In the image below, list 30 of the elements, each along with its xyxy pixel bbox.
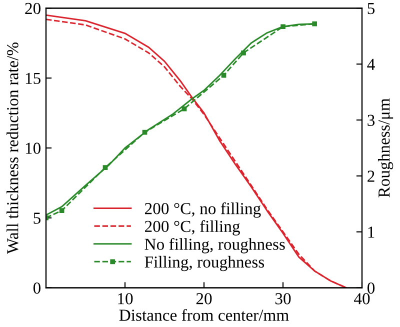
y2-tick-label: 1 [368,226,374,238]
point [182,106,187,112]
legend-label: No filling, roughness [144,238,285,254]
point [142,130,148,135]
x-axis-title: Distance from center/mm [119,308,289,321]
x-tick-label: 20 [196,293,212,304]
point [102,165,108,170]
point [241,50,246,56]
y2-tick-label: 5 [368,3,375,14]
y-tick-label: 5 [34,212,40,224]
y2-axis-title: Roughness/μm [378,98,394,198]
y-axis-title: Wall thickness reduction rate/% [6,42,18,254]
x-tick-label: 30 [275,293,291,304]
point [280,24,286,30]
x-tick-label: 10 [118,293,133,304]
y2-tick-label: 0 [367,282,375,294]
y-tick-label: 0 [33,282,41,294]
y2-tick-label: 3 [368,114,375,126]
legend-label: 200 °C, filling [145,220,240,236]
x-tick-label: 40 [354,293,370,304]
y-tick-label: 20 [25,2,41,14]
y-tick-label: 10 [26,142,41,154]
y2-tick-label: 2 [368,170,374,182]
point [59,208,64,214]
legend-label: 200 °C, no filling [145,202,261,218]
point [312,21,318,26]
point [221,72,226,78]
y-tick-label: 15 [26,72,40,84]
legend-label: Filling, roughness [144,256,264,272]
y2-tick-label: 4 [367,58,375,70]
